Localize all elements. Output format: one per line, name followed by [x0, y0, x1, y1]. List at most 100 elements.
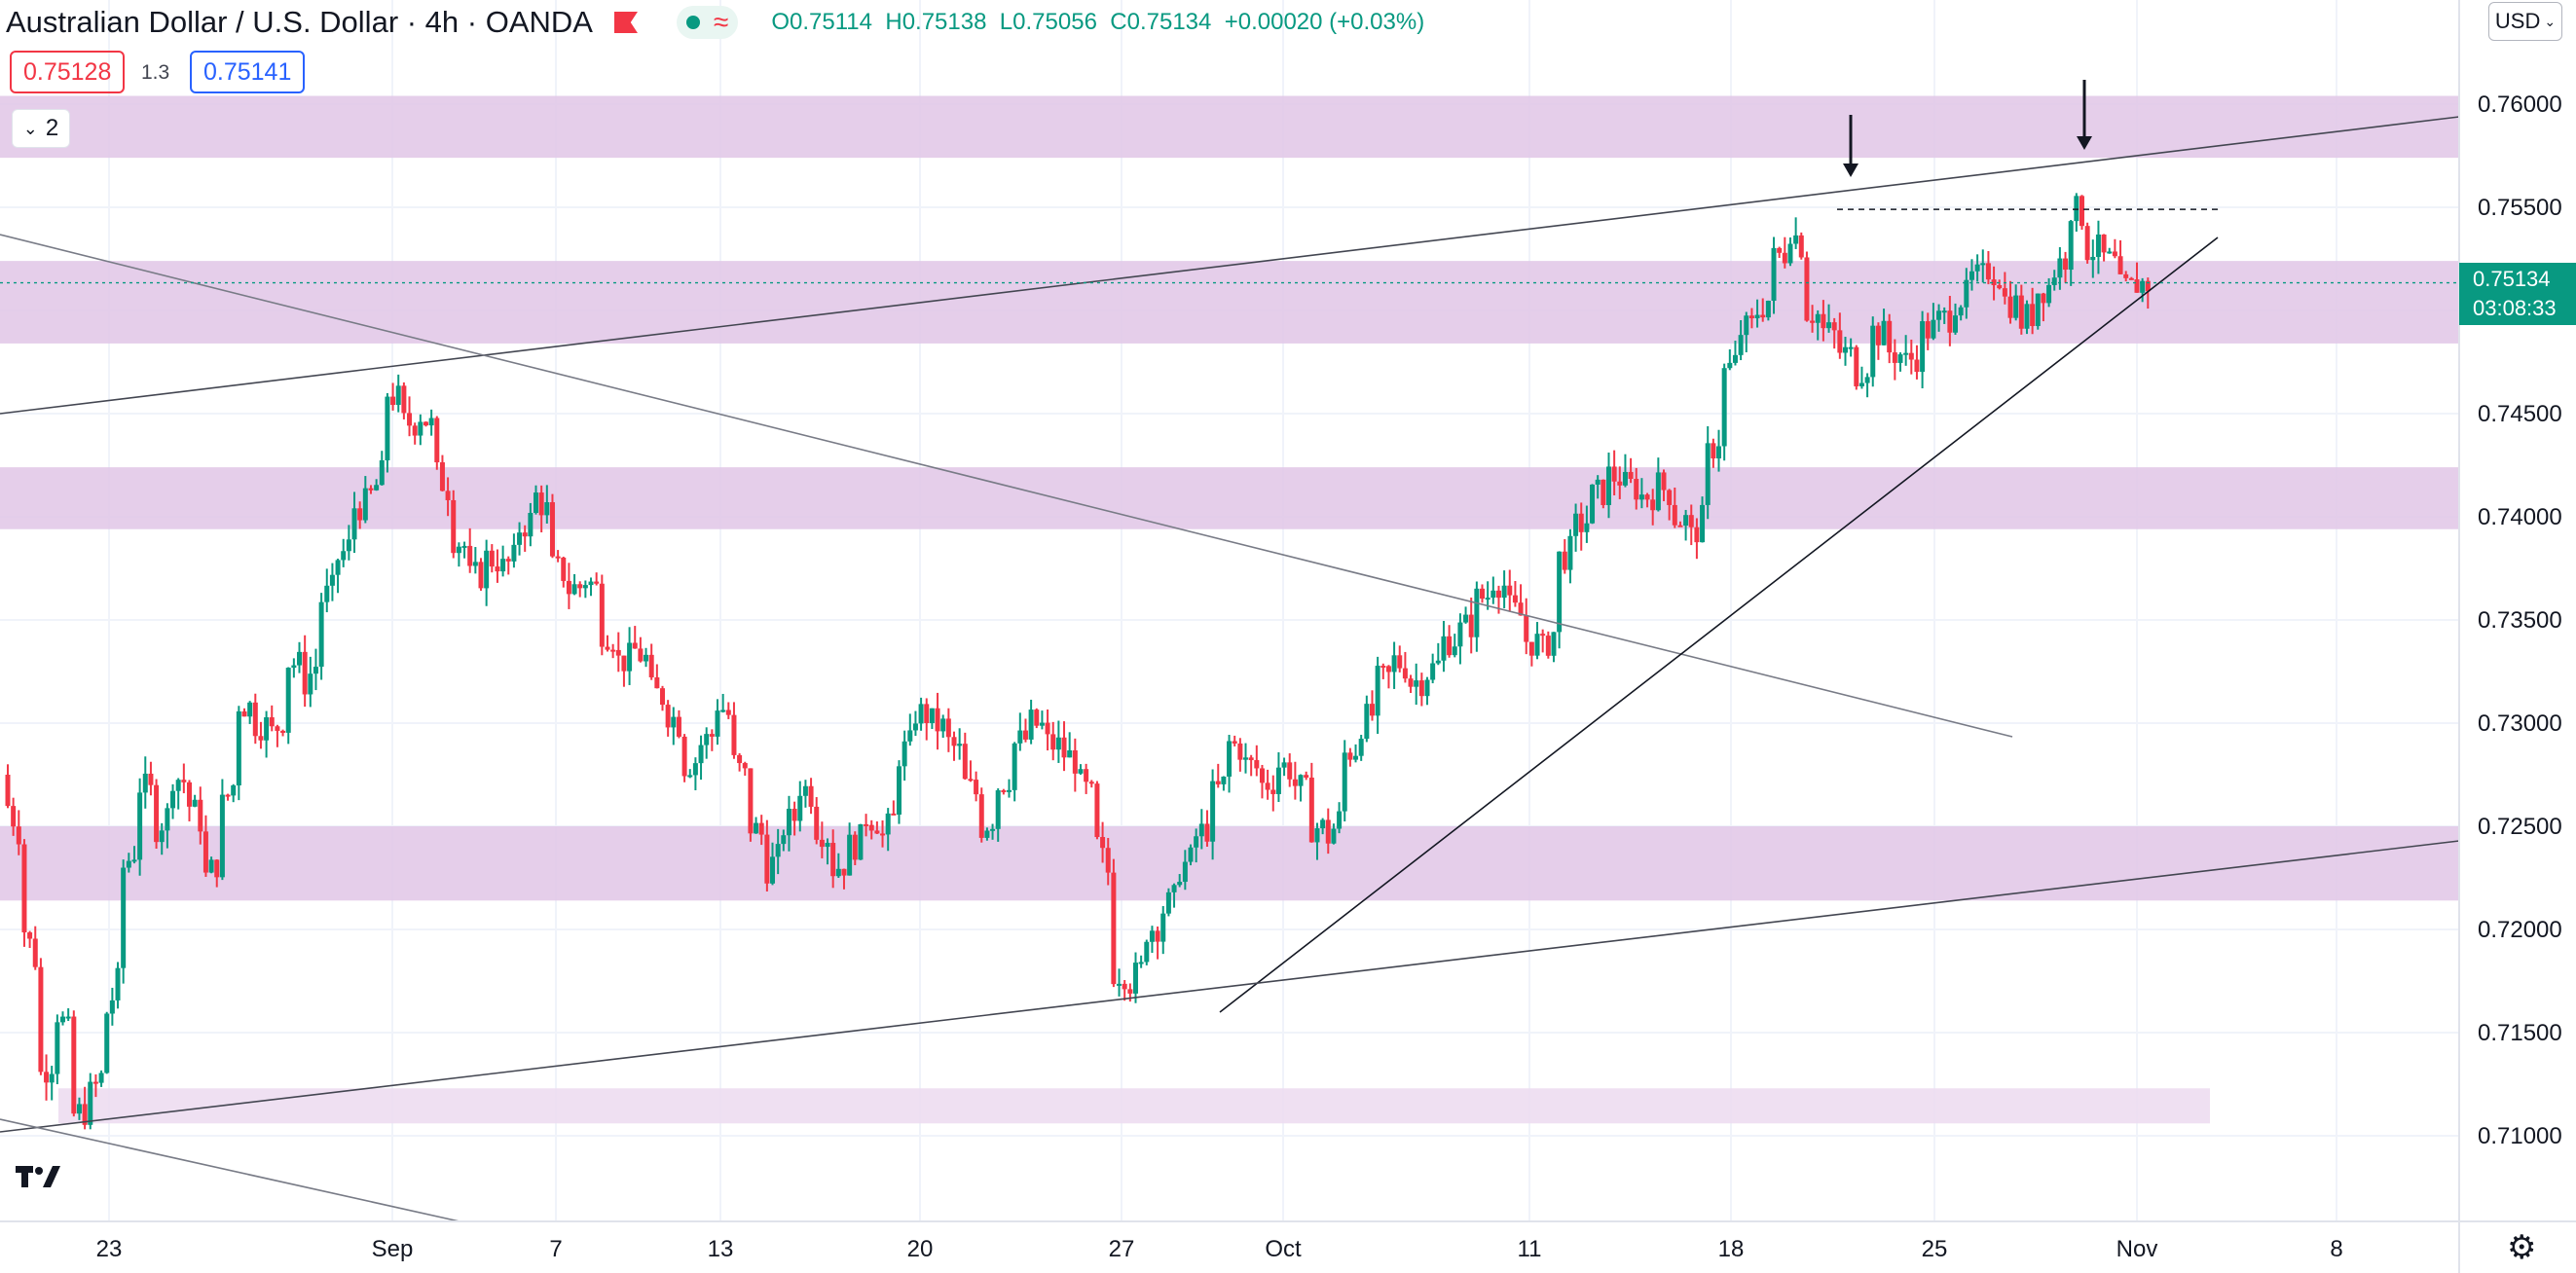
candle-body [121, 867, 127, 968]
flag-icon[interactable] [613, 12, 638, 33]
candle-body [1304, 775, 1309, 778]
candle-body [1210, 781, 1216, 842]
last-price-tag: 0.75134 03:08:33 [2459, 263, 2576, 325]
market-open-icon [685, 16, 700, 29]
candle-body [830, 843, 836, 877]
candle-body [1557, 551, 1563, 633]
candle-body [1337, 811, 1343, 829]
candle-body [165, 808, 170, 831]
candle-body [891, 813, 897, 816]
time-tick-label: Oct [1265, 1236, 1302, 1262]
candle-body [2018, 295, 2024, 329]
time-tick-label: 18 [1718, 1236, 1745, 1262]
candle-body [935, 708, 940, 732]
candle-body [1925, 321, 1931, 339]
candle-body [1638, 494, 1644, 500]
candle-body [1864, 377, 1870, 383]
arrow-head-icon [2077, 136, 2092, 150]
trendlines [0, 80, 2460, 1222]
candle-body [225, 794, 231, 797]
candle-body [269, 717, 275, 727]
candle-body [1540, 634, 1546, 636]
candle-body [1342, 752, 1347, 812]
candle-body [1468, 614, 1474, 637]
candle-body [472, 562, 478, 566]
sell-button[interactable]: 0.75128 [10, 51, 126, 93]
candle-body [55, 1022, 60, 1074]
buy-button[interactable]: 0.75141 [190, 51, 306, 93]
ascending-support-trendline [1219, 236, 2219, 1013]
candle-body [1573, 513, 1579, 536]
candle-body [1958, 307, 1964, 316]
candle-body [748, 768, 754, 834]
indicators-toggle-button[interactable]: ⌄ 2 [12, 109, 70, 148]
candle-body [1463, 614, 1469, 623]
support-resistance-zone [0, 467, 2459, 529]
chevron-down-icon: ⌄ [2544, 13, 2557, 29]
candle-body [544, 502, 550, 516]
candles [5, 193, 2151, 1130]
candle-body [27, 932, 33, 939]
candle-body [1452, 646, 1457, 656]
candle-body [858, 823, 864, 860]
candle-body [335, 560, 341, 575]
candle-body [1887, 320, 1893, 353]
status-pill: ≈ [676, 6, 739, 39]
candle-body [962, 744, 968, 780]
candle-body [715, 710, 720, 737]
candle-body [687, 775, 693, 778]
candle-body [896, 766, 902, 816]
candle-body [676, 716, 681, 737]
candle-body [280, 730, 286, 733]
candle-body [1144, 941, 1150, 963]
descending-trendline [0, 234, 2013, 738]
candle-body [704, 734, 710, 746]
candle-body [1160, 913, 1166, 942]
candle-body [1495, 590, 1501, 599]
candle-body [1111, 872, 1117, 985]
candle-body [522, 532, 528, 537]
candle-body [638, 648, 644, 662]
candle-body [374, 485, 380, 491]
candle-body [1105, 848, 1111, 873]
candle-body [1875, 325, 1881, 346]
candle-body [797, 795, 803, 821]
time-tick-label: 23 [96, 1236, 123, 1262]
candle-body [1584, 523, 1590, 532]
gear-icon[interactable]: ⚙ [2507, 1229, 2537, 1266]
candle-body [1578, 513, 1584, 532]
candle-body [1270, 789, 1276, 794]
tradingview-logo-icon[interactable] [14, 1158, 64, 1197]
candle-body [1683, 515, 1689, 527]
symbol-title[interactable]: Australian Dollar / U.S. Dollar · 4h · O… [6, 5, 593, 39]
open-value: 0.75114 [790, 9, 872, 35]
candle-body [49, 1073, 55, 1083]
currency-button[interactable]: USD ⌄ [2488, 2, 2562, 41]
candle-body [1122, 983, 1127, 990]
candle-body [291, 665, 297, 669]
candle-body [313, 667, 318, 674]
candle-body [737, 754, 743, 764]
candle-body [1754, 314, 1760, 319]
candle-body [308, 673, 313, 695]
candle-body [2145, 280, 2151, 292]
candle-body [1132, 963, 1138, 994]
candle-body [456, 546, 461, 554]
candle-body [1842, 346, 1848, 353]
candle-body [2107, 251, 2113, 254]
candle-body [1507, 585, 1513, 596]
candle-body [500, 559, 506, 572]
time-tick-label: Nov [2116, 1236, 2158, 1262]
candle-body [1237, 743, 1243, 760]
candle-body [1424, 679, 1430, 697]
candle-body [1067, 750, 1073, 758]
candle-body [1595, 479, 1601, 485]
candle-body [511, 544, 517, 562]
price-tick-label: 0.72500 [2478, 814, 2562, 840]
candle-body [984, 830, 990, 838]
candle-body [627, 642, 633, 672]
price-tick-label: 0.72000 [2478, 917, 2562, 943]
candle-body [2101, 234, 2107, 253]
candle-body [198, 799, 203, 832]
